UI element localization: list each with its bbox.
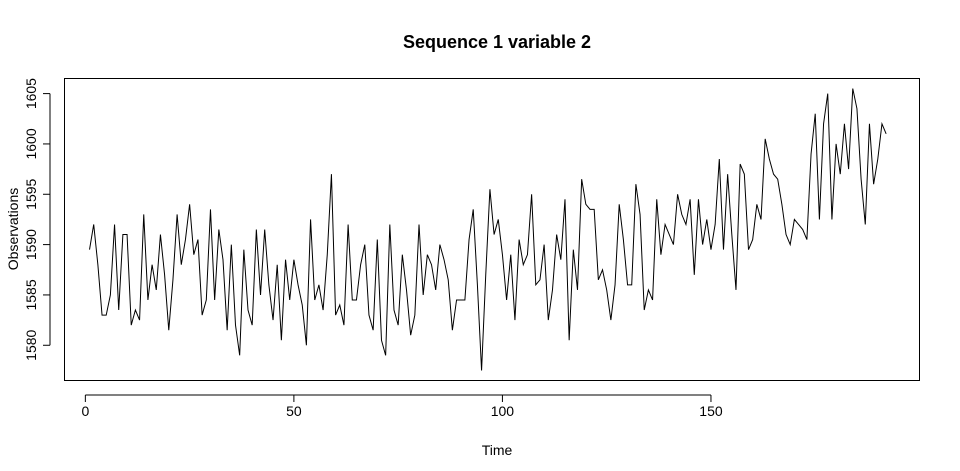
y-tick-label: 1595 <box>23 178 39 209</box>
chart-title: Sequence 1 variable 2 <box>403 32 591 52</box>
x-tick-label: 150 <box>699 403 723 419</box>
y-tick-label: 1585 <box>23 279 39 310</box>
series-line <box>89 88 887 371</box>
x-axis-label: Time <box>482 442 513 458</box>
plot-frame <box>64 78 920 381</box>
x-tick-label: 100 <box>491 403 515 419</box>
y-axis-label: Observations <box>5 188 21 270</box>
y-tick-label: 1580 <box>23 329 39 360</box>
y-tick-label: 1590 <box>23 229 39 260</box>
y-tick-label: 1600 <box>23 128 39 159</box>
y-axis: 1580 1585 1590 1595 1600 1605 <box>23 78 51 361</box>
x-tick-label: 0 <box>81 403 89 419</box>
x-axis: 0 50 100 150 <box>81 394 723 419</box>
x-tick-label: 50 <box>286 403 302 419</box>
y-tick-label: 1605 <box>23 78 39 109</box>
